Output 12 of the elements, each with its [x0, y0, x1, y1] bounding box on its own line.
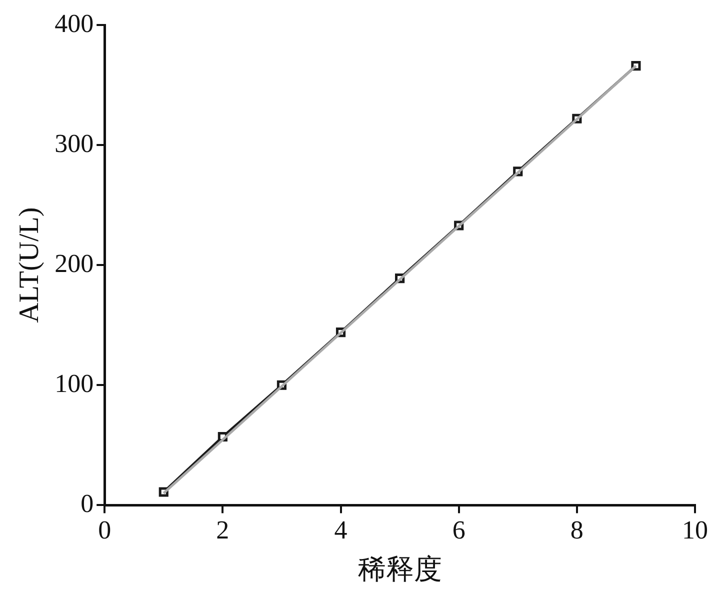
x-axis-title: 稀释度 — [358, 554, 442, 586]
y-tick-label: 0 — [80, 489, 94, 518]
y-tick-label: 200 — [54, 248, 94, 278]
x-tick-label: 10 — [682, 516, 708, 545]
y-axis-title: ALT(U/L) — [14, 207, 46, 323]
x-tick-label: 2 — [216, 516, 230, 545]
y-tick-label: 100 — [54, 368, 94, 398]
x-tick-label: 8 — [570, 516, 584, 545]
x-tick-label: 6 — [452, 516, 466, 545]
y-tick-label: 400 — [54, 8, 94, 38]
y-tick-label: 300 — [54, 128, 94, 158]
x-tick-label: 4 — [334, 516, 348, 545]
